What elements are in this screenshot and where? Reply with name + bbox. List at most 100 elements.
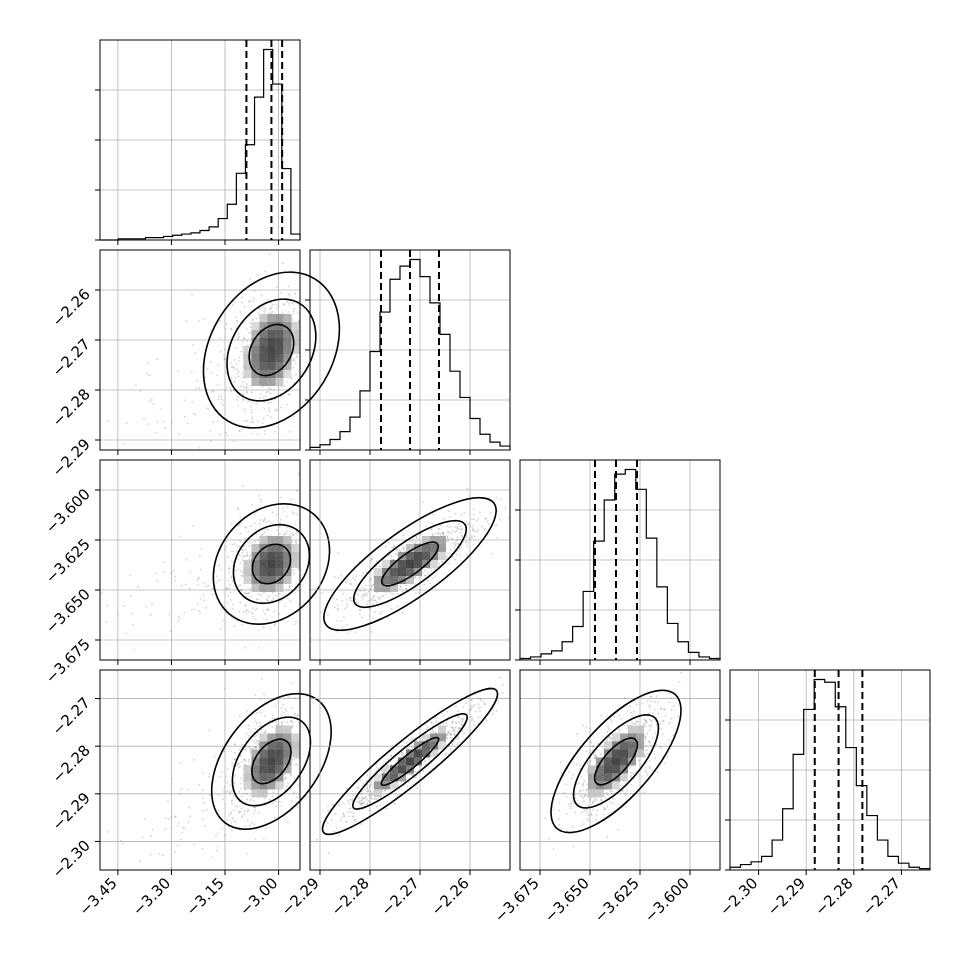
scatter-point — [454, 727, 457, 729]
scatter-point — [330, 819, 333, 821]
scatter-point — [440, 524, 443, 527]
scatter-point — [557, 818, 560, 821]
scatter-point — [252, 747, 254, 749]
scatter-point — [330, 318, 332, 320]
scatter-point — [644, 722, 646, 725]
scatter-point — [387, 758, 389, 761]
scatter-point — [271, 600, 273, 602]
scatter-point — [668, 692, 671, 695]
scatter-point — [558, 801, 561, 804]
scatter-point — [245, 387, 247, 389]
scatter-point — [461, 528, 464, 530]
scatter-point — [677, 715, 679, 718]
scatter-point — [233, 786, 236, 788]
scatter-point — [608, 736, 611, 738]
density-cell — [283, 314, 292, 322]
density-cell — [374, 781, 382, 790]
scatter-point — [548, 837, 550, 840]
scatter-point — [233, 300, 236, 303]
scatter-point — [321, 592, 323, 594]
density-cell — [251, 568, 260, 576]
scatter-point — [477, 697, 479, 700]
scatter-points — [107, 253, 332, 450]
scatter-point — [587, 814, 590, 816]
scatter-point — [271, 791, 274, 794]
scatter-point — [244, 555, 247, 557]
scatter-point — [232, 819, 235, 822]
scatter-point — [349, 810, 352, 813]
scatter-point — [107, 419, 109, 422]
scatter-point — [321, 717, 323, 719]
scatter-point — [252, 607, 254, 610]
scatter-point — [470, 537, 473, 539]
scatter-point — [453, 734, 456, 737]
scatter-point — [370, 768, 373, 770]
scatter-point — [250, 504, 253, 506]
density-cell — [414, 560, 422, 568]
scatter-point — [255, 722, 258, 725]
scatter-point — [578, 790, 581, 793]
scatter-point — [252, 812, 255, 815]
scatter-point — [252, 300, 255, 303]
scatter-point — [492, 709, 495, 712]
scatter-point — [187, 820, 190, 823]
scatter-point — [241, 743, 243, 746]
scatter-point — [277, 400, 280, 403]
scatter-point — [444, 753, 447, 756]
scatter-point — [279, 532, 281, 535]
scatter-point — [361, 616, 363, 619]
scatter-point — [263, 307, 266, 309]
scatter-point — [385, 591, 388, 594]
scatter-panel-p1-p3 — [99, 459, 331, 661]
density-cell — [259, 370, 268, 378]
scatter-point — [600, 798, 602, 801]
scatter-point — [296, 531, 298, 534]
scatter-point — [611, 790, 613, 792]
scatter-point — [447, 531, 450, 534]
scatter-point — [606, 836, 609, 839]
scatter-point — [495, 496, 498, 499]
scatter-point — [629, 705, 632, 708]
scatter-point — [240, 372, 243, 375]
scatter-point — [278, 801, 281, 804]
scatter-point — [585, 812, 588, 814]
scatter-point — [442, 532, 444, 535]
density-cell — [267, 362, 276, 370]
scatter-point — [202, 789, 205, 791]
scatter-point — [642, 723, 645, 725]
scatter-point — [291, 511, 294, 514]
scatter-point — [409, 773, 411, 775]
scatter-point — [376, 798, 378, 801]
scatter-point — [176, 370, 179, 372]
scatter-point — [617, 828, 619, 831]
scatter-point — [586, 789, 588, 792]
scatter-point — [473, 535, 476, 538]
scatter-point — [292, 533, 294, 536]
scatter-point — [270, 312, 273, 315]
scatter-point — [302, 553, 304, 555]
scatter-point — [291, 706, 293, 709]
density-cell — [406, 576, 414, 584]
scatter-point — [312, 291, 314, 293]
scatter-point — [488, 522, 491, 525]
scatter-point — [652, 712, 654, 715]
scatter-point — [305, 323, 307, 325]
scatter-point — [294, 623, 296, 625]
scatter-point — [551, 806, 554, 808]
scatter-point — [475, 519, 478, 522]
density-cell — [267, 354, 276, 362]
scatter-point — [285, 710, 288, 712]
scatter-point — [306, 270, 308, 272]
density-cell — [243, 346, 252, 354]
scatter-point — [315, 733, 317, 735]
scatter-point — [237, 404, 240, 407]
scatter-point — [650, 725, 652, 728]
scatter-point — [236, 507, 239, 510]
scatter-point — [159, 408, 162, 410]
scatter-point — [643, 734, 646, 737]
scatter-point — [218, 564, 220, 567]
density-cell — [275, 568, 284, 576]
scatter-point — [346, 603, 349, 606]
scatter-point — [226, 588, 229, 590]
scatter-point — [215, 849, 218, 852]
